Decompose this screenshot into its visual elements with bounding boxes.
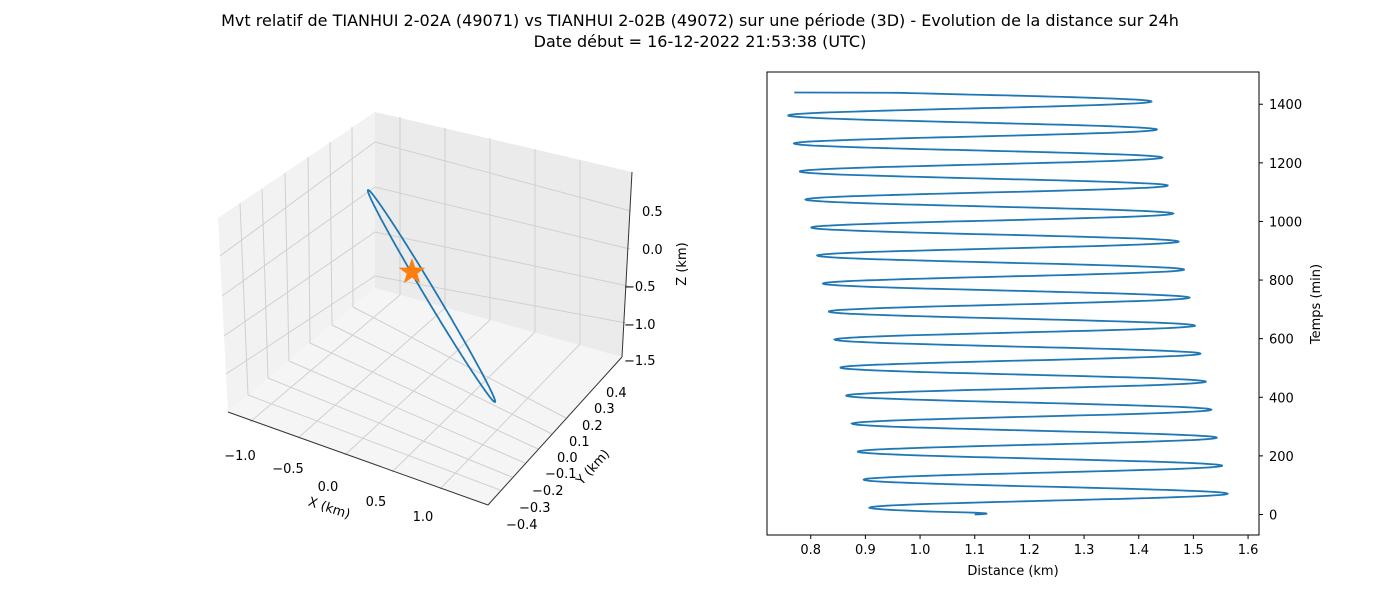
y3d-tick-label: −0.4 bbox=[506, 518, 538, 533]
z3d-tick-label: 0.5 bbox=[642, 205, 663, 220]
x2d-tick-label: 0.8 bbox=[800, 543, 821, 558]
z3d-tick-label: 0.0 bbox=[642, 243, 663, 258]
pane-back-right bbox=[375, 112, 632, 357]
y3d-tick-label: 0.4 bbox=[606, 386, 627, 401]
orbit-3d-line bbox=[366, 189, 497, 403]
axes-3d-edges bbox=[227, 171, 633, 506]
y2d-axis-label: Temps (min) bbox=[1309, 264, 1324, 345]
y2d-tick-label: 0 bbox=[1269, 508, 1277, 523]
x2d-tick-label: 1.0 bbox=[910, 543, 931, 558]
z3d-tick-label: −0.5 bbox=[624, 280, 656, 295]
distance-line bbox=[787, 91, 1229, 516]
x3d-axis-label: X (km) bbox=[306, 495, 352, 523]
figure-title-block: Mvt relatif de TIANHUI 2-02A (49071) vs … bbox=[0, 10, 1400, 52]
x2d-tick-label: 0.9 bbox=[855, 543, 876, 558]
x3d-tick-label: −1.0 bbox=[224, 449, 256, 464]
y2d-tick-label: 1000 bbox=[1269, 215, 1302, 230]
y3d-tick-label: −0.3 bbox=[519, 501, 551, 516]
x3d-tick-label: 0.0 bbox=[318, 480, 339, 495]
y3d-tick-label: −0.2 bbox=[532, 484, 564, 499]
star-marker bbox=[398, 258, 426, 284]
y2d-tick-label: 1200 bbox=[1269, 157, 1302, 172]
z3d-tick-label: −1.5 bbox=[624, 354, 656, 369]
x2d-axis-label: Distance (km) bbox=[967, 564, 1058, 579]
z3d-tick-label: −1.0 bbox=[624, 318, 656, 333]
y2d-tick-label: 1400 bbox=[1269, 98, 1302, 113]
y2d-tick-label: 400 bbox=[1269, 391, 1294, 406]
figure-subtitle: Date début = 16-12-2022 21:53:38 (UTC) bbox=[533, 32, 867, 51]
y2d-tick-label: 600 bbox=[1269, 333, 1294, 348]
pane-back-left bbox=[218, 112, 375, 412]
x3d-tick-label: −0.5 bbox=[272, 462, 304, 477]
plot-2d-frame bbox=[766, 71, 1260, 536]
y3d-tick-label: 0.2 bbox=[582, 419, 603, 434]
grid-3d bbox=[219, 117, 632, 491]
x2d-tick-label: 1.3 bbox=[1074, 543, 1095, 558]
y3d-tick-label: 0.3 bbox=[594, 402, 615, 417]
y3d-tick-labels: −0.4 −0.3 −0.2 −0.10.00.10.2 0.30.4 bbox=[506, 386, 627, 533]
y3d-axis-label: Y (km) bbox=[573, 447, 613, 489]
x2d-tick-label: 1.4 bbox=[1128, 543, 1149, 558]
z3d-axis-label: Z (km) bbox=[675, 242, 690, 285]
x3d-tick-labels: −1.0 −0.5 0.0 0.5 1.0 bbox=[224, 449, 433, 525]
z3d-tick-labels: 0.5 0.0 −0.5 −1.0 −1.5 bbox=[624, 205, 663, 369]
x3d-tick-label: 1.0 bbox=[413, 510, 434, 525]
x2d-tick-label: 1.6 bbox=[1238, 543, 1259, 558]
figure-title: Mvt relatif de TIANHUI 2-02A (49071) vs … bbox=[221, 11, 1179, 30]
y2d-ticks: 0 200 400 600 800 1000 1200 1400 bbox=[1259, 98, 1302, 523]
x2d-ticks: 0.8 0.9 1.0 1.1 1.2 1.3 1.4 1.5 1.6 bbox=[800, 535, 1258, 558]
plot-3d: −1.0−0.50.00.51.0 −0.4−0.3−0.2−0.10.00.1… bbox=[218, 112, 690, 533]
plot-2d: 0.8 0.9 1.0 1.1 1.2 1.3 1.4 1.5 1.6 0 200 400 600 80… bbox=[766, 71, 1324, 579]
x2d-tick-label: 1.5 bbox=[1183, 543, 1204, 558]
y2d-tick-label: 200 bbox=[1269, 450, 1294, 465]
y3d-tick-label: 0.0 bbox=[557, 451, 578, 466]
x3d-tick-label: 0.5 bbox=[366, 495, 387, 510]
y3d-tick-label: −0.1 bbox=[545, 467, 577, 482]
y3d-tick-label: 0.1 bbox=[569, 435, 590, 450]
y2d-tick-label: 800 bbox=[1269, 274, 1294, 289]
x2d-tick-label: 1.1 bbox=[964, 543, 985, 558]
x2d-tick-label: 1.2 bbox=[1019, 543, 1040, 558]
